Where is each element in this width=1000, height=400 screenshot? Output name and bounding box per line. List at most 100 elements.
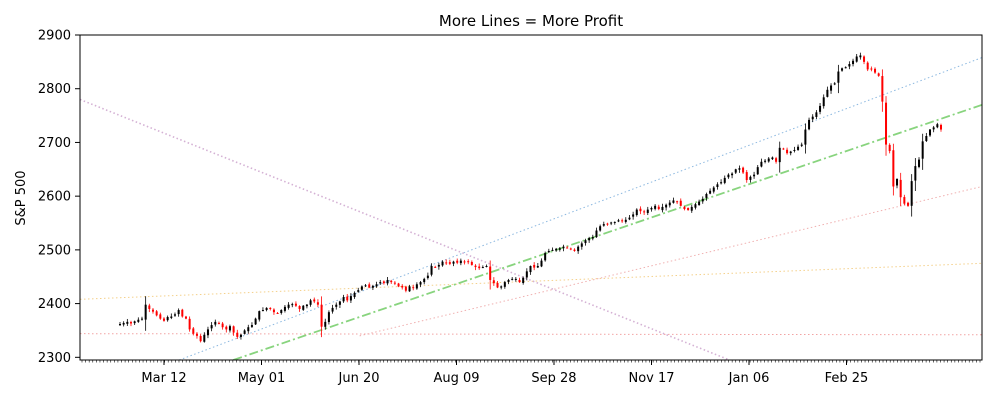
candle: [562, 244, 565, 252]
candle: [430, 263, 433, 277]
candle: [250, 322, 253, 329]
candle: [874, 67, 877, 74]
candle: [445, 259, 448, 265]
candle: [745, 170, 748, 183]
candle: [760, 158, 763, 168]
candle: [470, 260, 473, 266]
candle: [342, 294, 345, 303]
candle: [723, 175, 726, 185]
x-tick-label: Feb 25: [825, 371, 869, 386]
candle: [379, 279, 382, 285]
candle: [841, 67, 844, 72]
candle: [360, 285, 363, 291]
candle: [558, 247, 561, 252]
candle: [815, 110, 818, 120]
candle: [448, 259, 451, 266]
candle: [243, 329, 246, 335]
candle: [265, 307, 268, 312]
candle: [419, 280, 422, 288]
candle: [811, 114, 814, 123]
candle: [283, 304, 286, 313]
candle: [639, 206, 642, 215]
candle: [474, 264, 477, 271]
candle: [364, 283, 367, 287]
candle: [346, 293, 349, 303]
candle: [514, 277, 517, 282]
candle: [928, 128, 932, 137]
candle: [459, 258, 462, 266]
x-tick-label: Nov 17: [628, 371, 674, 386]
x-tick-label: Aug 09: [433, 371, 479, 386]
candle: [415, 282, 418, 290]
candle: [140, 316, 143, 321]
candle: [162, 317, 165, 322]
candle: [877, 72, 880, 77]
candle: [221, 321, 224, 330]
candle: [885, 96, 888, 156]
candle: [327, 310, 330, 325]
candle: [368, 282, 371, 289]
chart-title: More Lines = More Profit: [439, 12, 623, 30]
candle: [173, 312, 176, 317]
candle: [742, 166, 745, 174]
candle: [382, 280, 385, 285]
candle: [478, 263, 481, 270]
x-tick-label: Mar 12: [141, 371, 186, 386]
candle: [764, 158, 767, 164]
candle: [441, 260, 444, 267]
candle: [925, 132, 928, 143]
x-tick-label: May 01: [238, 371, 286, 386]
candle: [294, 301, 297, 308]
candle: [269, 307, 272, 311]
candle: [621, 218, 624, 223]
candle: [452, 260, 455, 267]
candle: [390, 279, 393, 284]
candle: [771, 156, 774, 161]
candle: [276, 311, 279, 314]
candle: [738, 165, 741, 173]
candle: [819, 102, 822, 115]
candle: [423, 277, 426, 285]
candle: [789, 150, 792, 156]
candle: [866, 61, 869, 72]
candle: [778, 141, 781, 173]
candle: [507, 278, 510, 285]
candle: [305, 304, 308, 309]
candle: [404, 285, 407, 293]
candle: [181, 308, 184, 318]
candle: [335, 302, 338, 310]
candle: [177, 308, 180, 317]
candle: [408, 284, 411, 292]
candle: [654, 204, 657, 211]
candle: [683, 205, 686, 211]
candle: [855, 53, 858, 63]
candle: [914, 158, 917, 192]
candle: [357, 287, 360, 293]
candle: [192, 326, 195, 336]
x-axis: Mar 12 May 01 Jun 20 Aug 09 Sep 28 Nov 17 Jan …: [141, 360, 868, 386]
guide-lines: [80, 57, 982, 360]
candle: [793, 146, 796, 153]
candle: [870, 66, 873, 72]
candle: [137, 317, 140, 323]
candle: [844, 66, 847, 69]
candle: [716, 182, 719, 190]
candle: [148, 303, 151, 313]
trend-line: [80, 98, 730, 360]
candle: [643, 209, 646, 215]
candle: [170, 313, 173, 320]
candle: [206, 326, 209, 339]
candle: [287, 302, 290, 310]
y-tick-label: 2300: [38, 351, 71, 366]
trend-line: [80, 333, 982, 336]
candle: [910, 174, 913, 217]
candle: [122, 321, 125, 327]
candle: [426, 272, 429, 280]
candle: [624, 217, 627, 224]
y-axis: 2300 2400 2500 2600 2700 2800 2900: [38, 29, 80, 366]
candle: [188, 316, 191, 332]
candle: [584, 238, 587, 246]
candle: [522, 276, 525, 285]
candle: [481, 265, 484, 269]
candle: [144, 296, 147, 331]
